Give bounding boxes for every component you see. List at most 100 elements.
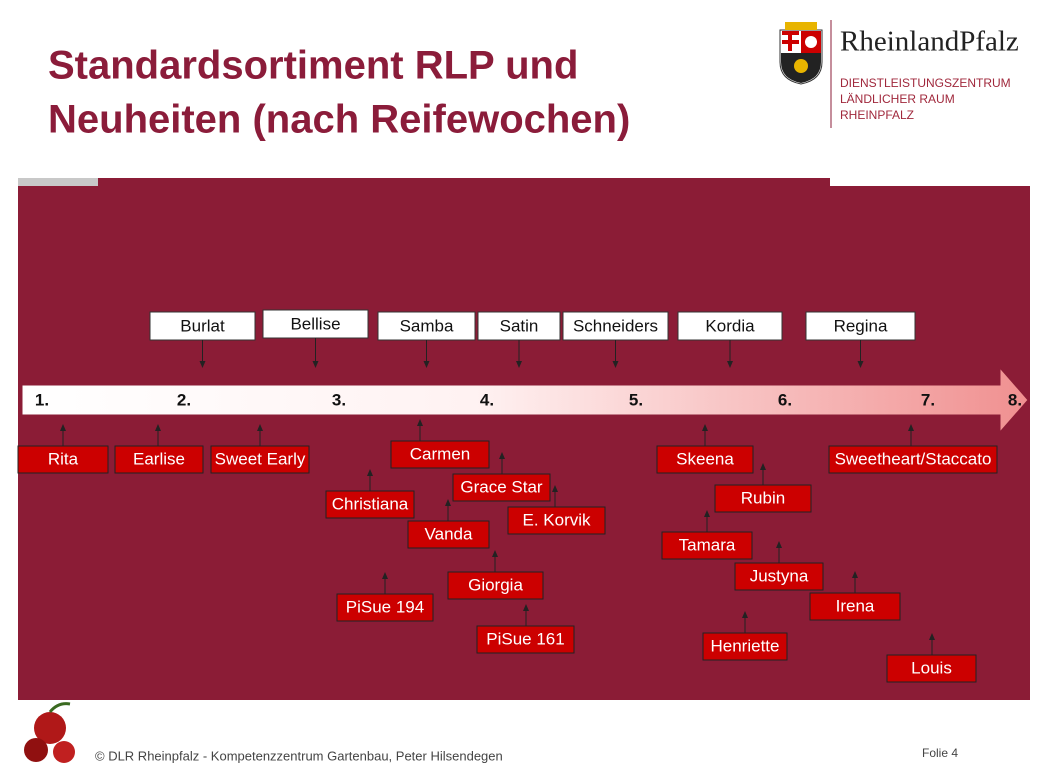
org-line: LÄNDLICHER RAUM: [840, 92, 955, 106]
variety-label: Vanda: [425, 524, 473, 543]
pointer-head: [612, 361, 619, 368]
pointer-head: [367, 469, 373, 476]
variety-label: Giorgia: [468, 575, 523, 594]
week-label: 2.: [177, 390, 191, 409]
pointer-head: [852, 571, 858, 578]
footer-text: © DLR Rheinpfalz - Kompetenzzentrum Gart…: [95, 748, 503, 763]
variety-box: [886, 654, 977, 683]
cherry-image: [18, 700, 84, 767]
variety-label: Henriette: [711, 636, 780, 655]
variety-box: [734, 562, 824, 591]
variety-box: [336, 593, 434, 622]
variety-box: [661, 531, 753, 560]
variety-label: Skeena: [676, 449, 734, 468]
variety-label: Rita: [48, 449, 79, 468]
variety-box: [447, 571, 544, 600]
variety-label: Schneiders: [573, 316, 658, 335]
variety-box: [210, 445, 310, 474]
variety-label: Sweet Early: [215, 449, 306, 468]
pointer-head: [257, 424, 263, 431]
variety-label: Christiana: [332, 494, 409, 513]
pointer-head: [727, 361, 733, 368]
title-line: Standardsortiment RLP und: [48, 44, 578, 88]
variety-box: [656, 445, 754, 474]
logo-name: RheinlandPfalz: [840, 26, 1019, 58]
pointer-head: [552, 485, 558, 492]
variety-label: Satin: [500, 316, 539, 335]
variety-label: Samba: [400, 316, 454, 335]
variety-label: Burlat: [180, 316, 225, 335]
variety-label: Tamara: [679, 535, 736, 554]
variety-box: [507, 506, 606, 535]
coat-of-arms: [779, 22, 823, 85]
variety-box: [677, 311, 783, 341]
variety-box: [714, 484, 812, 513]
week-label: 4.: [480, 390, 494, 409]
variety-label: Regina: [834, 316, 888, 335]
variety-box: [476, 625, 575, 654]
pointer-head: [499, 452, 505, 459]
pointer-head: [312, 361, 319, 368]
week-label: 1.: [35, 390, 49, 409]
variety-box: [377, 311, 476, 341]
week-label: 7.: [921, 390, 935, 409]
variety-box: [390, 440, 490, 469]
pointer-head: [929, 633, 935, 640]
variety-label: Bellise: [290, 314, 340, 333]
pointer-head: [857, 361, 864, 368]
week-label: 6.: [778, 390, 792, 409]
accent-bar: [18, 178, 98, 186]
variety-label: Rubin: [741, 488, 785, 507]
week-label: 8.: [1008, 390, 1022, 409]
variety-box: [114, 445, 204, 474]
timeline-arrow: [21, 366, 1029, 434]
pointer-head: [516, 361, 522, 368]
pointer-head: [60, 424, 66, 431]
variety-box: [477, 311, 561, 341]
variety-box: [562, 311, 669, 341]
pointer-head: [417, 419, 423, 426]
pointer-head: [776, 541, 782, 548]
org-line: DIENSTLEISTUNGSZENTRUM: [840, 76, 1011, 90]
variety-label: Irena: [836, 596, 875, 615]
timeline: 1. 2. 3. 4. 5. 6. 7. 8. Burlat Bellise Samba Satin S…: [17, 309, 1022, 683]
org-line: RHEINPFALZ: [840, 108, 914, 122]
week-label: 5.: [629, 390, 643, 409]
variety-box: [325, 490, 415, 519]
pointer-head: [702, 424, 708, 431]
variety-label: Louis: [911, 658, 952, 677]
variety-box: [828, 445, 998, 474]
pointer-head: [704, 510, 710, 517]
variety-label: Grace Star: [460, 477, 543, 496]
pointer-head: [199, 361, 206, 368]
variety-box: [805, 311, 916, 341]
slide-number: Folie 4: [922, 746, 958, 760]
variety-label: Justyna: [750, 566, 809, 585]
pointer-head: [423, 361, 430, 368]
pointer-head: [908, 424, 914, 431]
content-panel: [18, 178, 1030, 700]
variety-box: [702, 632, 788, 661]
pointer-head: [760, 463, 766, 470]
title-line: Neuheiten (nach Reifewochen): [48, 98, 630, 142]
variety-label: E. Korvik: [522, 510, 591, 529]
variety-label: PiSue 194: [346, 597, 424, 616]
variety-box: [452, 473, 551, 502]
week-label: 3.: [332, 390, 346, 409]
pointer-head: [382, 572, 388, 579]
variety-box: [809, 592, 901, 621]
variety-label: Earlise: [133, 449, 185, 468]
pointer-head: [155, 424, 161, 431]
pointer-head: [445, 499, 451, 506]
pointer-head: [742, 611, 748, 618]
variety-label: Carmen: [410, 444, 470, 463]
accent-gap: [830, 178, 1030, 186]
variety-box: [17, 445, 109, 474]
pointer-head: [492, 550, 498, 557]
pointer-head: [523, 604, 529, 611]
variety-label: PiSue 161: [486, 629, 564, 648]
variety-box: [407, 520, 490, 549]
variety-label: Sweetheart/Staccato: [835, 449, 992, 468]
variety-box: [262, 309, 369, 339]
